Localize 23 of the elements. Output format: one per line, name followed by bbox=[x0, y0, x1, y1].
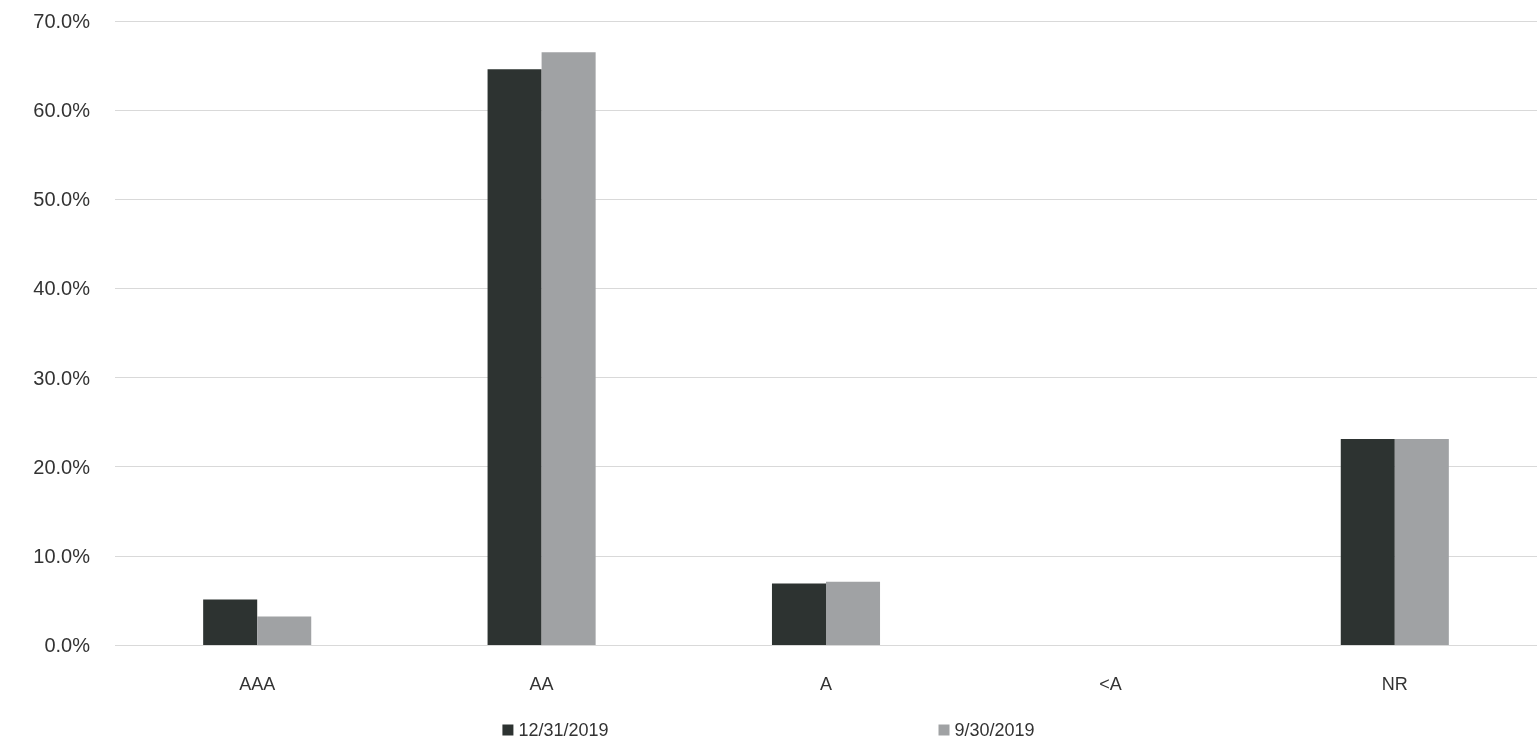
y-tick-label: 70.0% bbox=[33, 10, 91, 32]
legend-label: 9/30/2019 bbox=[954, 720, 1035, 740]
bar bbox=[1394, 439, 1449, 645]
y-tick-label: 50.0% bbox=[33, 188, 91, 211]
bar bbox=[203, 599, 258, 645]
bar bbox=[541, 52, 596, 645]
y-tick-label: 40.0% bbox=[33, 277, 91, 300]
x-tick-label: <A bbox=[1099, 674, 1122, 694]
bar bbox=[487, 69, 542, 645]
y-tick-label: 0.0% bbox=[44, 634, 91, 656]
bar bbox=[1340, 439, 1395, 645]
legend-label: 12/31/2019 bbox=[518, 720, 609, 740]
y-tick-label: 10.0% bbox=[33, 544, 91, 567]
y-tick-label: 20.0% bbox=[33, 455, 91, 478]
x-tick-label: AA bbox=[529, 674, 554, 694]
bar bbox=[771, 583, 826, 645]
bar bbox=[257, 616, 312, 645]
y-tick-label: 60.0% bbox=[33, 99, 91, 122]
x-tick-label: AAA bbox=[239, 674, 276, 694]
x-tick-label: NR bbox=[1381, 674, 1408, 694]
y-tick-label: 30.0% bbox=[33, 366, 91, 389]
x-tick-label: A bbox=[819, 674, 833, 694]
bar bbox=[826, 581, 881, 645]
